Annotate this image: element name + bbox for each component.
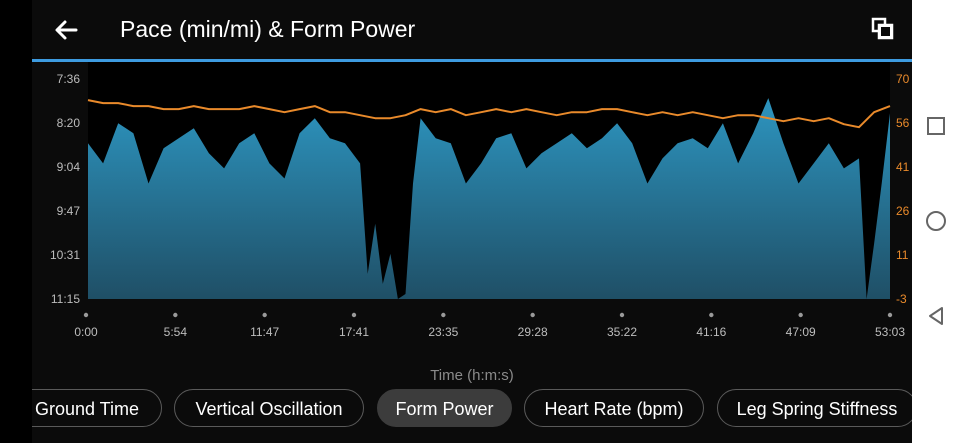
chip-heart-rate[interactable]: Heart Rate (bpm) [524,389,704,427]
chip-form-power[interactable]: Form Power [377,389,512,427]
form-power-line [87,99,891,129]
x-axis-tick-dot [83,312,89,318]
pace-area [88,98,890,299]
x-axis-tick-dot [619,312,625,318]
x-axis-tick: 35:22 [607,325,637,339]
right-axis-tick: 26 [896,204,910,218]
left-axis-tick: 9:47 [57,204,81,218]
x-axis-tick-dot [709,312,714,318]
right-axis-tick: 70 [896,72,910,86]
header-accent-line [32,59,912,62]
pace-area-series [88,98,890,299]
right-axis-tick: 56 [896,116,910,130]
window-restore-icon[interactable] [870,16,896,42]
metric-chip-bar: Ground Time Vertical Oscillation Form Po… [32,389,912,429]
left-axis-tick: 9:04 [57,160,81,174]
left-axis-ticks: 7:36 8:20 9:04 9:47 10:31 11:15 [50,72,80,306]
x-axis-tick: 47:09 [786,325,816,339]
page-title: Pace (min/mi) & Form Power [120,16,416,42]
x-axis-tick-dot [441,312,446,318]
x-axis-tick: 11:47 [250,325,279,339]
system-nav-bar [912,0,960,443]
app-window: Pace (min/mi) & Form Power 7:36 8:20 9:04 9… [32,0,912,443]
x-axis-tick: 0:00 [74,325,98,339]
x-axis-tick-dot [351,312,357,318]
x-axis-label: Time (h:m:s) [430,367,514,384]
chip-leg-spring-stiffness[interactable]: Leg Spring Stiffness [717,389,912,427]
form-power-series [87,99,891,129]
arrow-left-icon[interactable] [50,14,82,46]
right-axis-tick: 41 [896,160,910,174]
x-axis-tick-dot [173,312,178,318]
triangle-back-icon[interactable] [924,304,948,328]
header: Pace (min/mi) & Form Power [32,0,912,60]
right-axis-ticks: 70 56 41 26 11 -3 [896,72,910,306]
left-axis-tick: 7:36 [57,72,81,86]
left-axis-tick: 8:20 [57,116,81,130]
chip-ground-time[interactable]: Ground Time [32,389,162,427]
square-icon[interactable] [924,114,948,138]
x-axis-tick-dot [262,312,267,318]
x-axis-tick: 23:35 [428,325,458,339]
x-axis-tick-dot [798,312,803,318]
right-axis-tick: 11 [896,248,909,262]
right-axis-tick: -3 [896,292,907,306]
x-axis-tick-dot [530,312,535,318]
chip-vertical-oscillation[interactable]: Vertical Oscillation [174,389,364,427]
x-axis-tick-dot [887,312,893,318]
left-axis-tick: 10:31 [50,248,80,262]
circle-icon[interactable] [924,209,948,233]
x-axis-tick: 41:16 [696,325,726,339]
x-axis-tick: 5:54 [164,325,188,339]
x-axis-ticks: 0:00 5:54 11:47 17:41 23:35 29:28 35:22 41:16 47… [74,312,905,339]
left-axis-tick: 11:15 [51,292,80,306]
x-axis-tick: 53:03 [875,325,905,339]
x-axis-tick: 29:28 [518,325,548,339]
x-axis-tick: 17:41 [339,325,369,339]
